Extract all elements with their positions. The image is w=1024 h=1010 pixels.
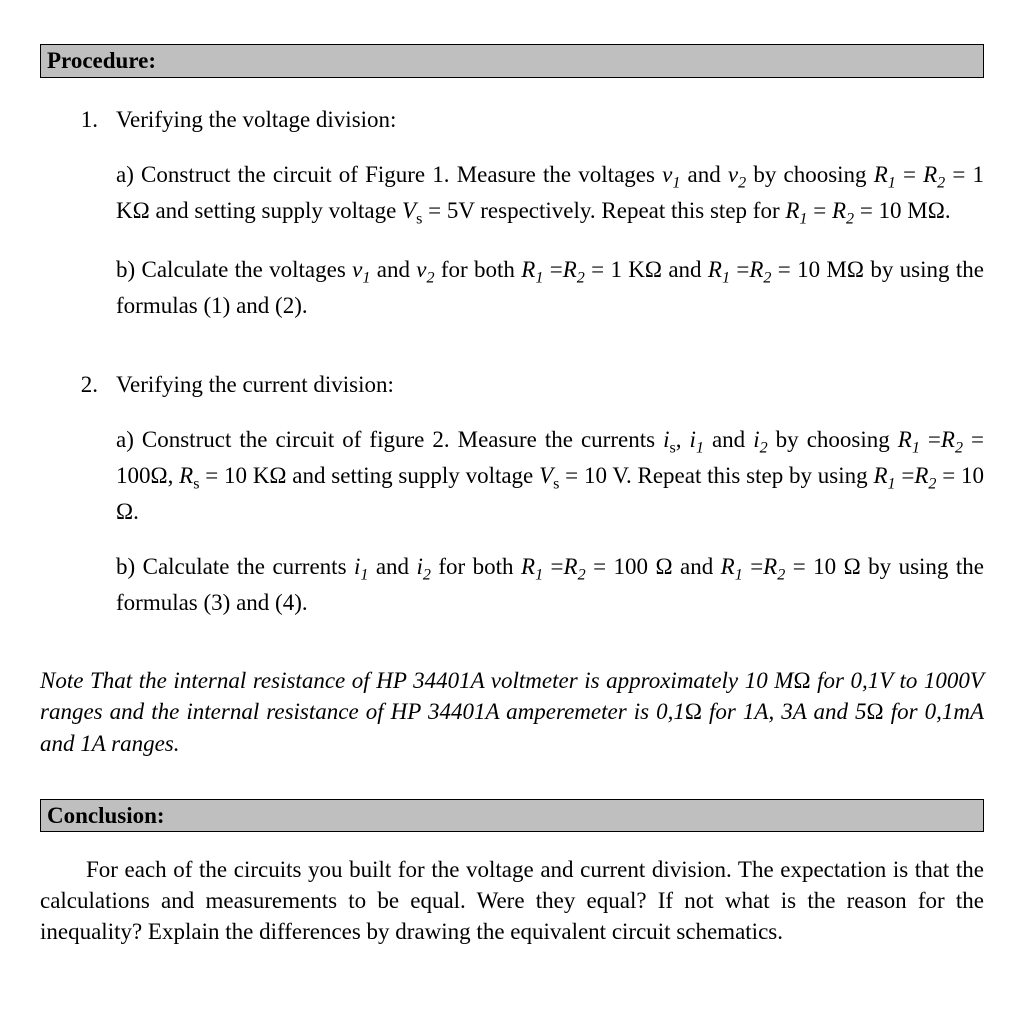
conclusion-header: Conclusion: — [40, 799, 984, 833]
list-body-1: Verifying the voltage division: a) Const… — [116, 104, 984, 349]
item1-b: b) Calculate the voltages v1 and v2 for … — [116, 254, 984, 322]
conclusion-header-text: Conclusion: — [47, 803, 165, 828]
list-number-1: 1. — [40, 104, 116, 349]
list-item-2: 2. Verifying the current division: a) Co… — [40, 369, 984, 646]
conclusion-body: For each of the circuits you built for t… — [40, 854, 984, 947]
item2-sub-block: a) Construct the circuit of figure 2. Me… — [116, 424, 984, 620]
list-item-1: 1. Verifying the voltage division: a) Co… — [40, 104, 984, 349]
item2-b: b) Calculate the currents i1 and i2 for … — [116, 551, 984, 619]
procedure-header: Procedure: — [40, 44, 984, 78]
list-body-2: Verifying the current division: a) Const… — [116, 369, 984, 646]
item1-sub-block: a) Construct the circuit of Figure 1. Me… — [116, 159, 984, 323]
note-paragraph: Note That the internal resistance of HP … — [40, 665, 984, 758]
procedure-header-text: Procedure: — [47, 48, 156, 73]
item2-title: Verifying the current division: — [116, 369, 984, 401]
list-number-2: 2. — [40, 369, 116, 646]
document-page: Procedure: 1. Verifying the voltage divi… — [0, 0, 1024, 1010]
item2-a: a) Construct the circuit of figure 2. Me… — [116, 424, 984, 528]
item1-title: Verifying the voltage division: — [116, 104, 984, 136]
item1-a: a) Construct the circuit of Figure 1. Me… — [116, 159, 984, 231]
